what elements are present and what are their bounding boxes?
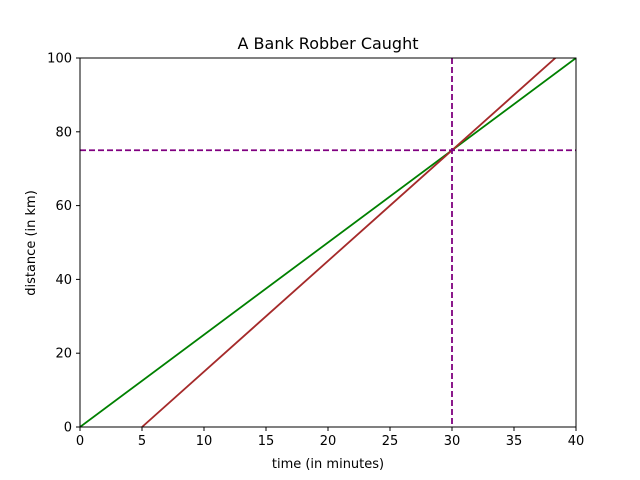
y-tick-label: 20 <box>55 347 72 362</box>
x-tick-label: 40 <box>568 434 585 449</box>
y-tick-label: 60 <box>55 199 72 214</box>
series-line-1 <box>80 58 576 427</box>
x-tick-label: 10 <box>196 434 213 449</box>
y-tick-label: 100 <box>47 52 72 67</box>
x-axis-label: time (in minutes) <box>272 457 384 472</box>
y-axis-ticks: 0 20 40 60 80 100 <box>47 52 80 436</box>
chart-title: A Bank Robber Caught <box>238 34 419 53</box>
series-layer <box>80 58 576 427</box>
reference-lines-layer <box>80 58 576 427</box>
series-line-2 <box>141 58 557 427</box>
y-axis-label: distance (in km) <box>24 190 39 296</box>
x-axis-ticks: 0 5 10 15 20 25 30 35 40 <box>76 427 584 449</box>
x-tick-label: 20 <box>320 434 337 449</box>
x-tick-label: 30 <box>444 434 461 449</box>
x-tick-label: 25 <box>382 434 399 449</box>
x-tick-label: 35 <box>506 434 523 449</box>
y-tick-label: 0 <box>64 421 72 436</box>
x-tick-label: 5 <box>138 434 146 449</box>
y-tick-label: 80 <box>55 125 72 140</box>
x-tick-label: 15 <box>258 434 275 449</box>
x-tick-label: 0 <box>76 434 84 449</box>
y-tick-label: 40 <box>55 273 72 288</box>
